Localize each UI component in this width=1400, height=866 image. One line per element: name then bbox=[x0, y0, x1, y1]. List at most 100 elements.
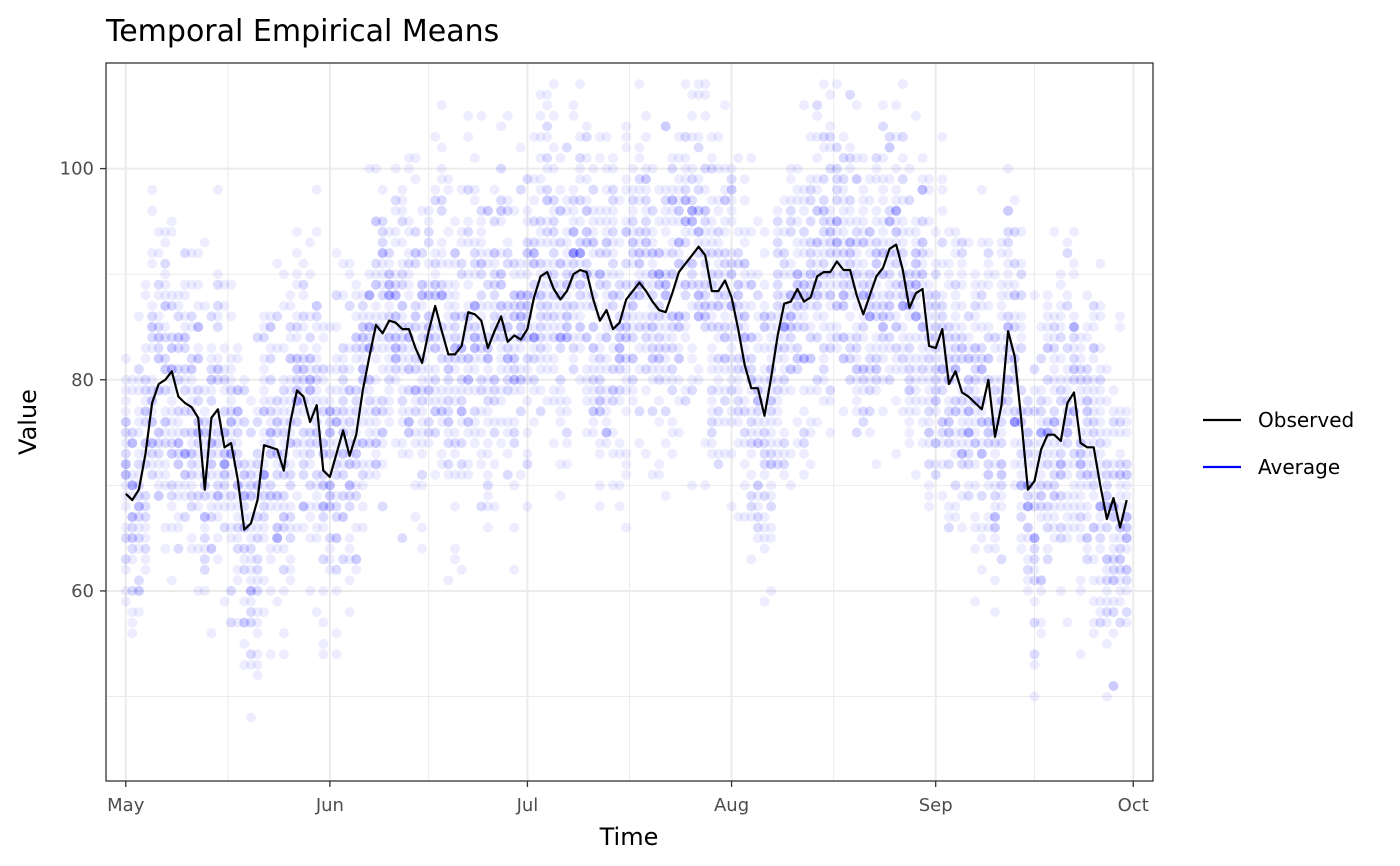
observed-point bbox=[436, 195, 447, 206]
observed-point bbox=[1075, 353, 1086, 364]
observed-point bbox=[133, 385, 144, 396]
observed-point bbox=[621, 322, 632, 332]
observed-point bbox=[127, 543, 138, 554]
observed-point bbox=[897, 216, 908, 227]
observed-point bbox=[970, 269, 981, 280]
observed-point bbox=[364, 395, 375, 406]
observed-point bbox=[160, 300, 171, 311]
observed-point bbox=[430, 343, 441, 354]
observed-point bbox=[805, 427, 816, 438]
observed-point bbox=[509, 353, 520, 364]
observed-point bbox=[746, 554, 757, 565]
observed-point bbox=[193, 322, 204, 332]
observed-point bbox=[430, 374, 441, 385]
observed-point bbox=[133, 585, 144, 596]
observed-point bbox=[568, 195, 579, 206]
observed-point bbox=[390, 279, 401, 290]
observed-point bbox=[285, 395, 296, 406]
observed-point bbox=[496, 279, 507, 290]
observed-point bbox=[680, 385, 691, 396]
observed-point bbox=[970, 512, 981, 522]
observed-point bbox=[298, 311, 309, 322]
observed-point bbox=[390, 195, 401, 206]
observed-point bbox=[555, 417, 566, 427]
observed-point bbox=[496, 205, 507, 216]
observed-point bbox=[1121, 417, 1132, 427]
observed-point bbox=[463, 374, 474, 385]
observed-point bbox=[397, 343, 408, 354]
observed-point bbox=[509, 205, 520, 216]
observed-point bbox=[212, 300, 223, 311]
observed-point bbox=[199, 490, 210, 501]
observed-point bbox=[443, 184, 454, 195]
observed-point bbox=[364, 395, 375, 406]
observed-point bbox=[311, 374, 322, 385]
observed-point bbox=[601, 406, 612, 417]
observed-point bbox=[239, 543, 250, 554]
observed-point bbox=[344, 258, 355, 269]
observed-point bbox=[858, 258, 869, 269]
observed-point bbox=[614, 195, 625, 206]
observed-point bbox=[509, 290, 520, 301]
observed-point bbox=[627, 332, 638, 343]
observed-point bbox=[812, 300, 823, 311]
observed-point bbox=[463, 279, 474, 290]
observed-point bbox=[529, 332, 539, 343]
observed-point bbox=[272, 459, 283, 470]
observed-point bbox=[482, 417, 493, 427]
observed-point bbox=[252, 512, 263, 522]
observed-point bbox=[469, 300, 480, 311]
observed-point bbox=[397, 353, 408, 364]
observed-point bbox=[548, 269, 559, 280]
observed-point bbox=[535, 364, 546, 375]
observed-point bbox=[1049, 226, 1060, 237]
observed-point bbox=[384, 279, 395, 290]
observed-point bbox=[706, 438, 717, 449]
observed-point bbox=[1101, 691, 1112, 702]
observed-point bbox=[575, 195, 586, 206]
observed-point bbox=[311, 533, 322, 544]
observed-point bbox=[173, 512, 184, 522]
observed-point bbox=[621, 374, 632, 385]
observed-point bbox=[430, 279, 441, 290]
observed-point bbox=[153, 427, 164, 438]
observed-point bbox=[990, 533, 1000, 544]
observed-point bbox=[1069, 226, 1079, 237]
observed-point bbox=[331, 533, 342, 544]
observed-point bbox=[489, 184, 500, 195]
observed-point bbox=[338, 469, 349, 480]
observed-point bbox=[772, 205, 783, 216]
observed-point bbox=[779, 438, 790, 449]
observed-point bbox=[232, 575, 243, 586]
observed-point bbox=[212, 269, 223, 280]
observed-point bbox=[212, 469, 223, 480]
observed-point bbox=[1082, 290, 1093, 301]
observed-point bbox=[173, 406, 184, 417]
observed-point bbox=[226, 385, 237, 396]
observed-point bbox=[384, 406, 395, 417]
observed-point bbox=[482, 258, 493, 269]
observed-point bbox=[634, 290, 645, 301]
observed-point bbox=[186, 480, 197, 491]
observed-point bbox=[634, 258, 645, 269]
observed-point bbox=[608, 395, 618, 406]
observed-point bbox=[667, 163, 678, 174]
observed-point bbox=[621, 174, 632, 185]
observed-point bbox=[502, 110, 513, 121]
observed-point bbox=[311, 300, 322, 311]
observed-point bbox=[285, 459, 296, 470]
observed-point bbox=[548, 332, 559, 343]
observed-point bbox=[910, 469, 921, 480]
observed-point bbox=[212, 322, 223, 332]
observed-point bbox=[594, 353, 605, 364]
observed-point bbox=[739, 322, 750, 332]
observed-point bbox=[561, 195, 572, 206]
observed-point bbox=[430, 385, 441, 396]
observed-point bbox=[456, 406, 467, 417]
observed-point bbox=[212, 438, 223, 449]
observed-point bbox=[390, 332, 401, 343]
observed-point bbox=[476, 501, 487, 512]
observed-point bbox=[950, 480, 961, 491]
observed-point bbox=[660, 406, 671, 417]
observed-point bbox=[245, 596, 256, 607]
